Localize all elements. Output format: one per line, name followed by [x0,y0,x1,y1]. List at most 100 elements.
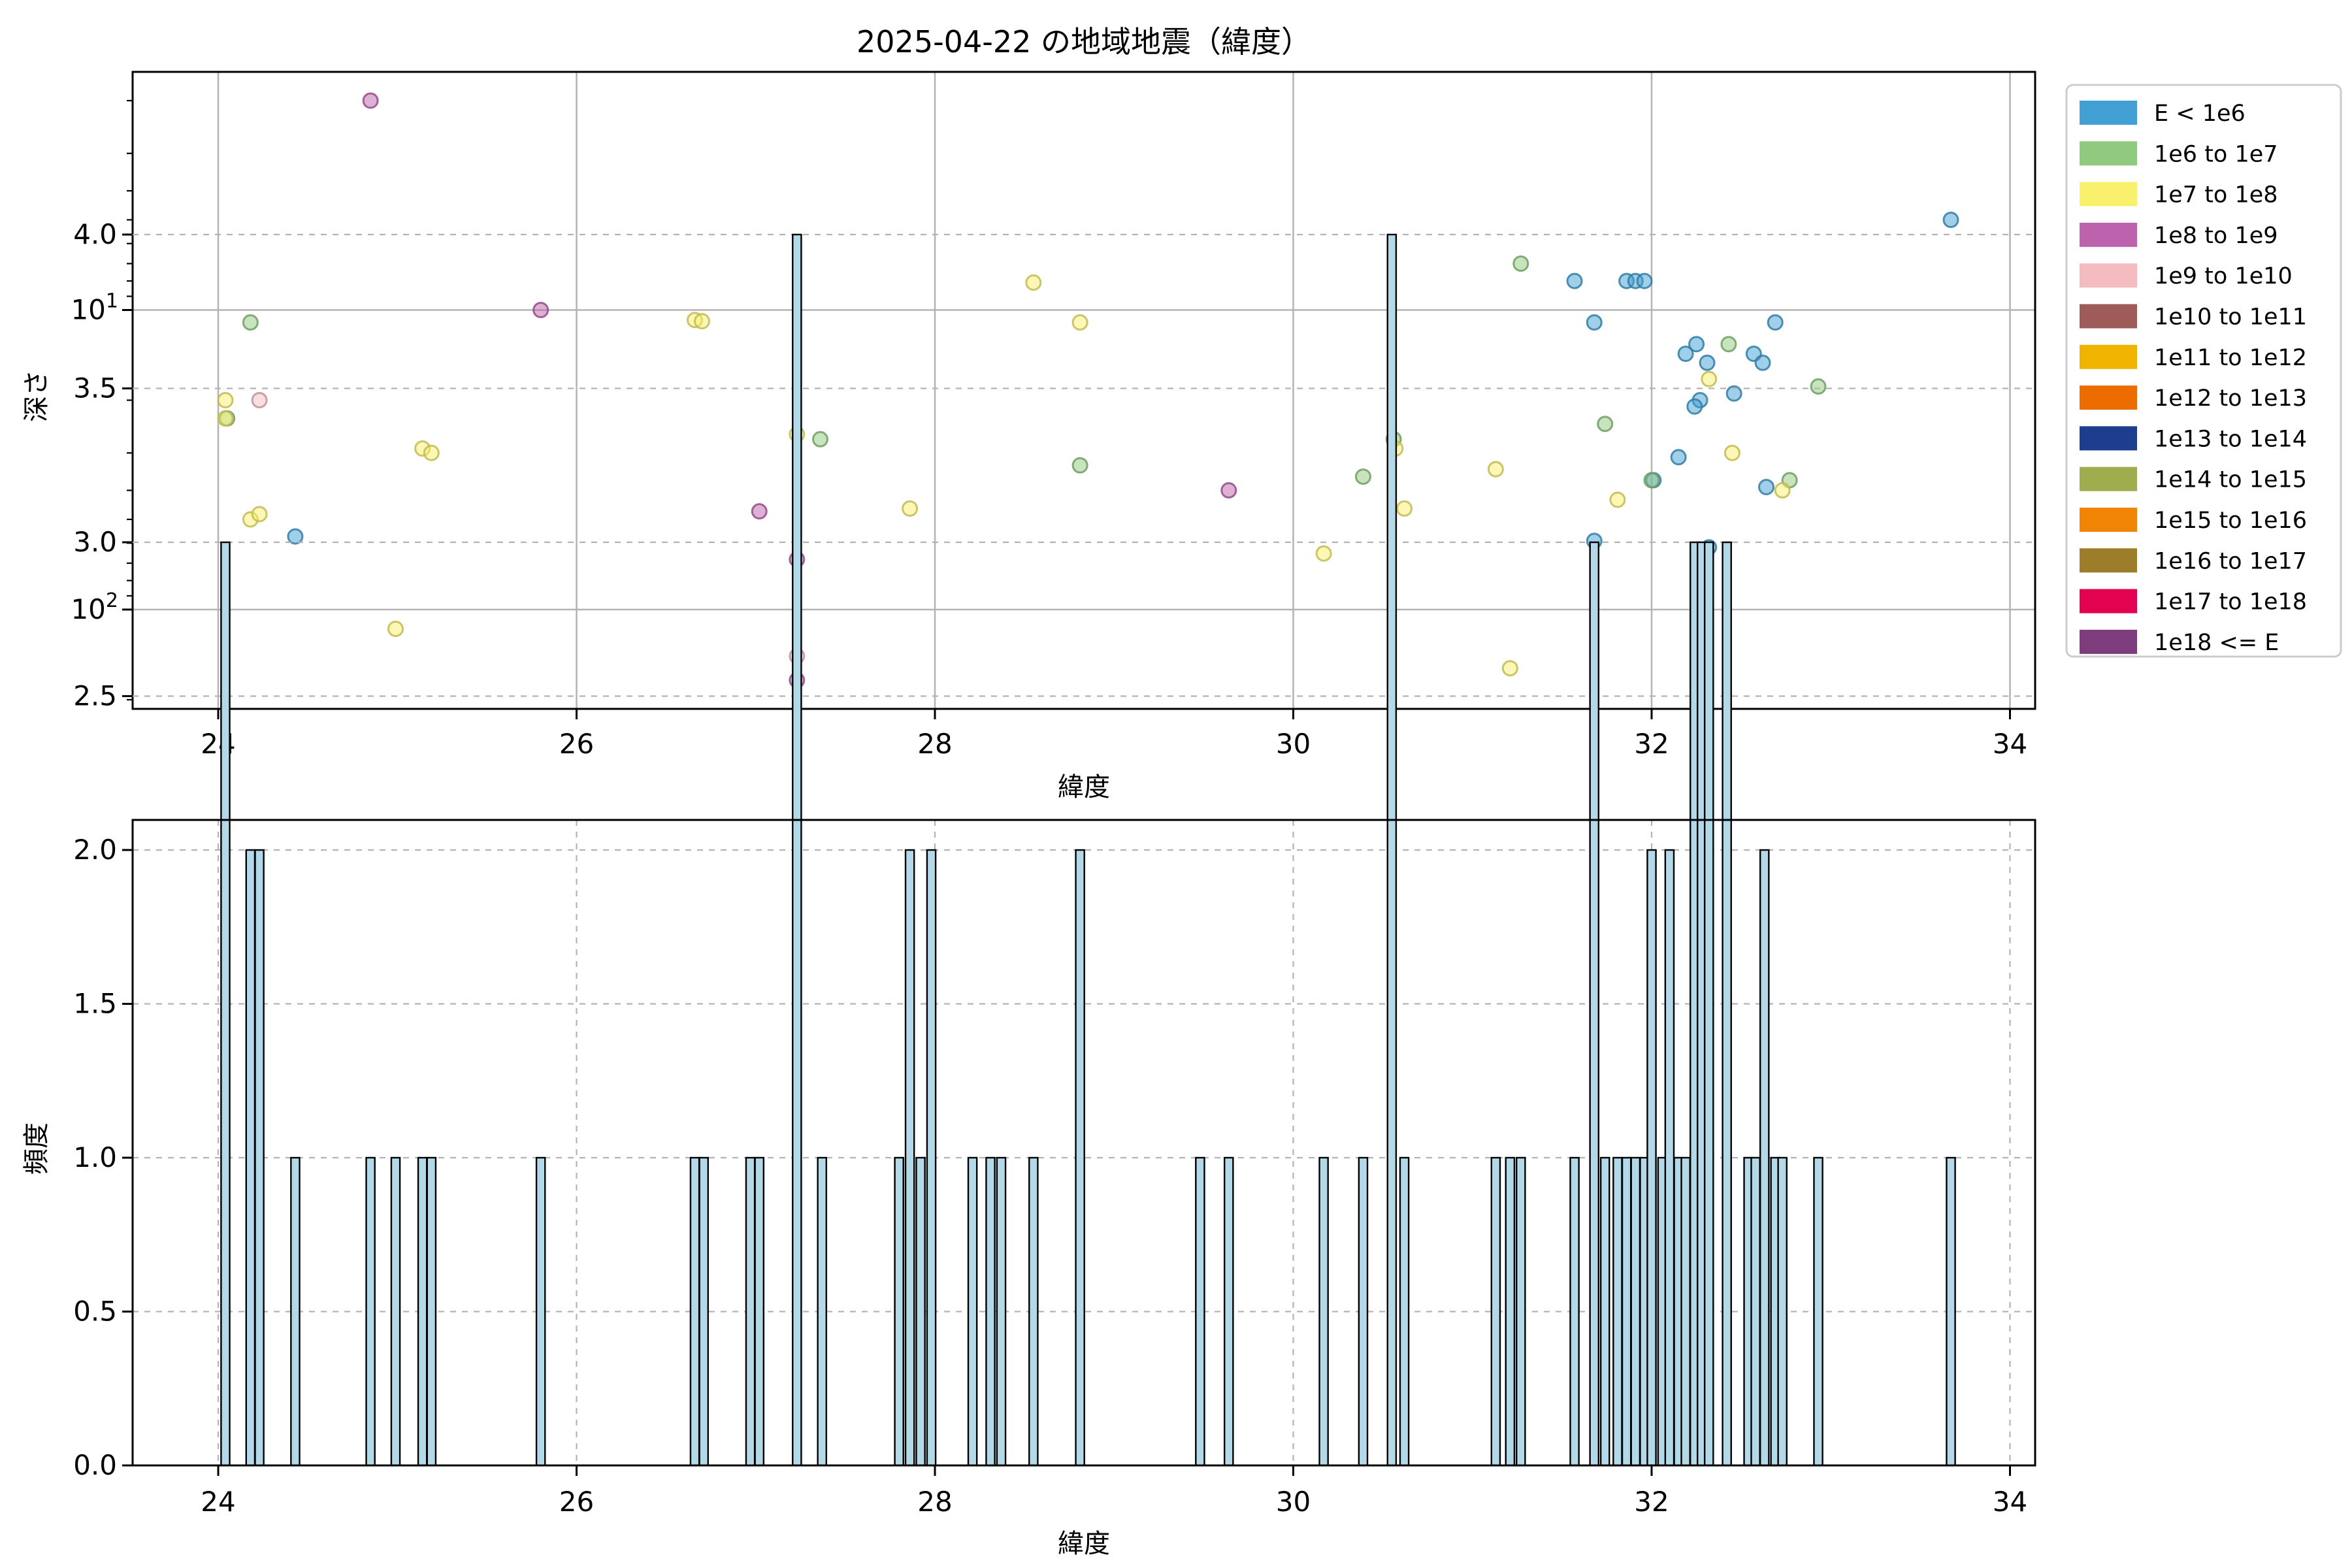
scatter-point [1720,336,1737,353]
scatter-ylabel: 深さ [22,370,52,422]
scatter-point [1512,255,1529,272]
legend-label: 1e17 to 1e18 [2154,589,2307,615]
y-tick-label: 3.5 [73,372,117,404]
series-1e7-to-1e8 [217,274,1791,677]
hist-bar [1946,1156,1956,1467]
legend-item-1e16-to-1e17: 1e16 to 1e17 [2080,548,2307,574]
legend-item-1e17-to-1e18: 1e17 to 1e18 [2080,589,2307,615]
hist-bar [1399,1156,1410,1467]
legend-label: 1e11 to 1e12 [2154,345,2307,371]
scatter-point [693,313,710,330]
y-tick-label: 2.0 [73,834,117,866]
legend-label: 1e10 to 1e11 [2154,304,2307,331]
legend-label: 1e8 to 1e9 [2154,223,2278,249]
scatter-point [1767,314,1784,331]
scatter-point [1396,500,1413,517]
hist-bar [1777,1156,1788,1467]
hist-bar [1028,1156,1039,1467]
scatter-point [1071,457,1088,474]
y-tick-label: 101 [71,290,118,326]
y-tick-label: 1.0 [73,1141,117,1173]
hist-bar [290,1156,301,1467]
hist-bar [904,849,915,1467]
legend-item-1e14-to-1e15: 1e14 to 1e15 [2080,466,2307,493]
scatter-point [251,506,268,523]
x-tick-label: 28 [917,728,952,760]
hist-bar [996,1156,1007,1467]
hist-bar [698,1156,709,1467]
scatter-point [1220,482,1237,499]
x-tick-label: 26 [559,728,594,760]
legend-label: 1e15 to 1e16 [2154,508,2307,534]
scatter-point [362,92,379,109]
hist-bar [1490,1156,1501,1467]
hist-bar [1505,1156,1516,1467]
x-tick-label: 34 [1993,1486,2027,1518]
legend-swatch [2080,101,2137,125]
legend-swatch [2080,508,2137,532]
legend-item-1e8-to-1e9: 1e8 to 1e9 [2080,222,2278,249]
legend-item-1e9-to-1e10: 1e9 to 1e10 [2080,263,2293,289]
scatter-point [1725,385,1742,402]
scatter-point [811,431,828,448]
hist-bar [1630,1156,1641,1467]
hist-bar [1318,1156,1329,1467]
hist-bar [689,1156,700,1467]
hist-bar [915,1156,926,1467]
scatter-point [1487,461,1504,478]
legend-swatch [2080,589,2137,613]
scatter-point [1354,468,1371,485]
scatter-point [1071,314,1088,331]
hist-bar [792,233,802,1467]
scatter-point [1699,354,1716,371]
scatter-point [1636,272,1653,289]
scatter-point [423,444,440,461]
hist-bar [1680,1156,1691,1467]
scatter-point [1701,370,1718,387]
hist-bar [1516,1156,1526,1467]
legend-swatch [2080,548,2137,573]
y-tick-label: 4.0 [73,218,117,250]
legend-label: 1e14 to 1e15 [2154,467,2307,493]
hist-bar [1646,849,1657,1467]
scatter-point [1942,211,1959,228]
legend-label: 1e18 <= E [2154,630,2279,656]
series-1e6-to-1e7 [219,255,1827,489]
legend-item-1e7-to-1e8: 1e7 to 1e8 [2080,182,2278,208]
hist-frame [131,819,2036,1467]
scatter-point [251,392,268,409]
scatter-point [902,500,919,517]
scatter-frame [131,71,2036,710]
hist-xlabel: 緯度 [1058,1529,1110,1559]
x-tick-label: 28 [917,1486,952,1518]
legend-swatch [2080,466,2137,491]
hist-bar [985,1156,996,1467]
scatter-point [1586,314,1603,331]
hist-bar [1386,233,1397,1467]
scatter-point [1754,354,1771,371]
hist-bar [926,849,937,1467]
scatter-point [287,528,304,545]
scatter-point [1810,378,1827,395]
x-tick-label: 24 [201,1486,235,1518]
hist-bar [967,1156,978,1467]
y-tick-label: 3.0 [73,526,117,558]
x-tick-label: 26 [559,1486,594,1518]
legend-item-1e12-to-1e13: 1e12 to 1e13 [2080,385,2307,412]
legend-item-1e13-to-1e14: 1e13 to 1e14 [2080,426,2307,452]
hist-bar [1664,849,1675,1467]
legend-item-1e11-to-1e12: 1e11 to 1e12 [2080,344,2307,371]
series-1e9-to-1e10 [251,392,806,664]
legend-label: 1e9 to 1e10 [2154,263,2293,289]
hist-bar [1759,849,1770,1467]
hist-bar [220,541,231,1467]
hist-bar [535,1156,546,1467]
hist-ticks: 24 26 28 30 32 34 0.0 0.5 1.0 1.5 2.0 2.5 3.0 3.5 4.0 [73,218,2027,1518]
scatter-point [1723,444,1740,461]
scatter-point [1315,545,1332,562]
x-tick-label: 30 [1276,728,1311,760]
legend-item-1e15-to-1e16: 1e15 to 1e16 [2080,508,2307,534]
